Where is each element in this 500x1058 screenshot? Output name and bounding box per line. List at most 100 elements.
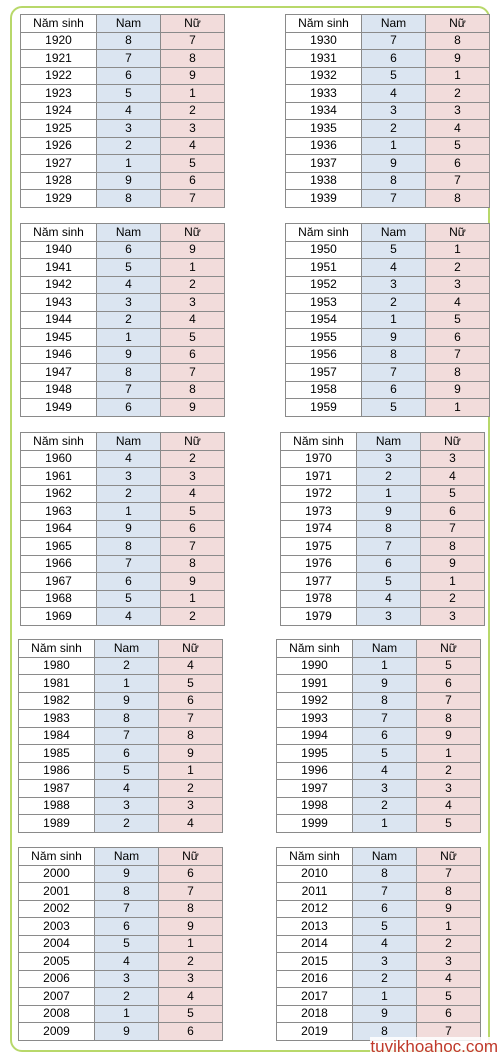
cell-year: 1920 — [20, 31, 97, 50]
cell-year: 1973 — [280, 502, 357, 521]
cell-year: 2011 — [276, 882, 353, 901]
table-header-row: Năm sinh Nam Nữ — [18, 639, 223, 658]
table-row: 1925 3 3 — [20, 119, 225, 138]
cell-nam: 8 — [352, 691, 417, 710]
header-nam: Nam — [96, 432, 161, 451]
cell-nu: 7 — [158, 882, 223, 901]
header-nu: Nữ — [420, 432, 485, 451]
cell-year: 1932 — [285, 66, 362, 85]
cell-nam: 9 — [352, 674, 417, 693]
table-row: 1993 7 8 — [276, 709, 481, 728]
table-row: 1963 1 5 — [20, 502, 225, 521]
table-row: 1966 7 8 — [20, 554, 225, 573]
cell-nam: 6 — [352, 726, 417, 745]
cell-nu: 3 — [420, 449, 485, 468]
cell-nam: 2 — [361, 119, 426, 138]
cell-nam: 5 — [352, 744, 417, 763]
cell-nu: 5 — [416, 656, 481, 675]
decade-table: Năm sinh Nam Nữ 1950 5 1 1951 4 2 1952 3 3 1953 2 4 195… — [285, 223, 490, 417]
cell-nam: 8 — [361, 345, 426, 364]
cell-year: 1943 — [20, 293, 97, 312]
table-row: 2004 5 1 — [18, 934, 223, 953]
table-row: 1972 1 5 — [280, 484, 485, 503]
table-row: 1948 7 8 — [20, 380, 225, 399]
cell-nam: 3 — [361, 101, 426, 120]
cell-nu: 1 — [416, 917, 481, 936]
table-row: 1976 6 9 — [280, 554, 485, 573]
table-row: 1921 7 8 — [20, 49, 225, 68]
header-nu: Nữ — [425, 223, 490, 242]
cell-year: 1989 — [18, 814, 95, 833]
table-row: 1983 8 7 — [18, 709, 223, 728]
cell-year: 1951 — [285, 258, 362, 277]
cell-year: 1942 — [20, 275, 97, 294]
cell-nu: 8 — [158, 899, 223, 918]
cell-nu: 2 — [420, 589, 485, 608]
cell-nam: 7 — [96, 554, 161, 573]
header-year: Năm sinh — [20, 14, 97, 33]
cell-nu: 2 — [416, 761, 481, 780]
watermark: tuvikhoahoc.com — [370, 1037, 498, 1057]
cell-year: 1933 — [285, 84, 362, 103]
table-row: 1956 8 7 — [285, 345, 490, 364]
cell-year: 2002 — [18, 899, 95, 918]
table-row: 1954 1 5 — [285, 310, 490, 329]
cell-nam: 7 — [96, 380, 161, 399]
cell-nu: 6 — [160, 519, 225, 538]
cell-nam: 8 — [96, 537, 161, 556]
cell-nu: 3 — [160, 467, 225, 486]
cell-year: 1950 — [285, 240, 362, 259]
cell-nu: 8 — [420, 537, 485, 556]
cell-nam: 7 — [96, 49, 161, 68]
cell-nam: 8 — [352, 864, 417, 883]
cell-nu: 7 — [160, 363, 225, 382]
cell-nu: 1 — [425, 398, 490, 417]
cell-nam: 2 — [94, 814, 159, 833]
table-row: 1949 6 9 — [20, 398, 225, 417]
table-row: 1945 1 5 — [20, 328, 225, 347]
cell-nam: 2 — [96, 136, 161, 155]
cell-year: 1993 — [276, 709, 353, 728]
header-year: Năm sinh — [20, 432, 97, 451]
cell-year: 1982 — [18, 691, 95, 710]
cell-nu: 6 — [416, 1004, 481, 1023]
header-year: Năm sinh — [276, 639, 353, 658]
cell-nam: 2 — [96, 310, 161, 329]
header-nam: Nam — [352, 847, 417, 866]
cell-nam: 7 — [352, 882, 417, 901]
table-row: 1959 5 1 — [285, 398, 490, 417]
cell-nu: 7 — [158, 709, 223, 728]
table-row: 1922 6 9 — [20, 66, 225, 85]
cell-nu: 8 — [160, 49, 225, 68]
cell-nam: 3 — [361, 275, 426, 294]
cell-year: 1921 — [20, 49, 97, 68]
table-row: 1958 6 9 — [285, 380, 490, 399]
cell-year: 1998 — [276, 796, 353, 815]
table-row: 1957 7 8 — [285, 363, 490, 382]
cell-year: 1948 — [20, 380, 97, 399]
cell-year: 2009 — [18, 1022, 95, 1041]
cell-year: 2018 — [276, 1004, 353, 1023]
table-row: 2011 7 8 — [276, 882, 481, 901]
cell-nam: 4 — [361, 258, 426, 277]
cell-nu: 9 — [158, 744, 223, 763]
cell-year: 1940 — [20, 240, 97, 259]
table-row: 1926 2 4 — [20, 136, 225, 155]
table-row: 1955 9 6 — [285, 328, 490, 347]
cell-nam: 8 — [94, 709, 159, 728]
cell-nu: 9 — [158, 917, 223, 936]
cell-nam: 7 — [94, 726, 159, 745]
table-row: 2002 7 8 — [18, 899, 223, 918]
cell-nu: 3 — [158, 969, 223, 988]
header-nu: Nữ — [160, 14, 225, 33]
cell-year: 1939 — [285, 189, 362, 208]
table-row: 1990 1 5 — [276, 656, 481, 675]
table-row: 1997 3 3 — [276, 779, 481, 798]
table-row: 2013 5 1 — [276, 917, 481, 936]
cell-nam: 6 — [94, 744, 159, 763]
cell-nam: 5 — [94, 934, 159, 953]
cell-year: 1953 — [285, 293, 362, 312]
header-nu: Nữ — [160, 223, 225, 242]
cell-nu: 4 — [425, 119, 490, 138]
cell-nam: 9 — [361, 328, 426, 347]
